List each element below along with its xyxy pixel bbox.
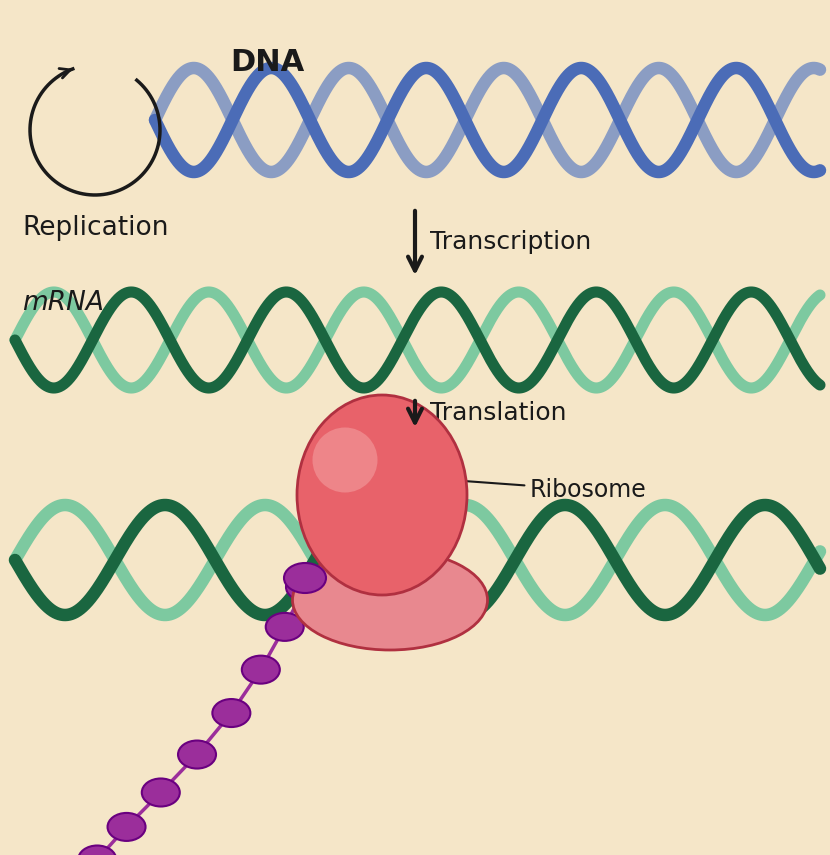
Ellipse shape bbox=[313, 428, 378, 492]
Text: mRNA: mRNA bbox=[22, 290, 104, 316]
Ellipse shape bbox=[78, 846, 116, 855]
Text: Translation: Translation bbox=[430, 401, 567, 425]
Ellipse shape bbox=[297, 395, 467, 595]
Text: Replication: Replication bbox=[22, 215, 168, 241]
Ellipse shape bbox=[292, 550, 487, 650]
Ellipse shape bbox=[108, 813, 145, 841]
Ellipse shape bbox=[242, 656, 280, 684]
Ellipse shape bbox=[266, 613, 304, 641]
Ellipse shape bbox=[178, 740, 216, 769]
Text: Polypeptide: Polypeptide bbox=[0, 854, 1, 855]
Ellipse shape bbox=[212, 699, 251, 727]
Text: Transcription: Transcription bbox=[430, 230, 591, 254]
Text: Ribosome: Ribosome bbox=[453, 478, 647, 502]
Ellipse shape bbox=[284, 563, 326, 593]
Text: DNA: DNA bbox=[230, 48, 305, 77]
Ellipse shape bbox=[142, 779, 180, 806]
Ellipse shape bbox=[286, 573, 324, 601]
